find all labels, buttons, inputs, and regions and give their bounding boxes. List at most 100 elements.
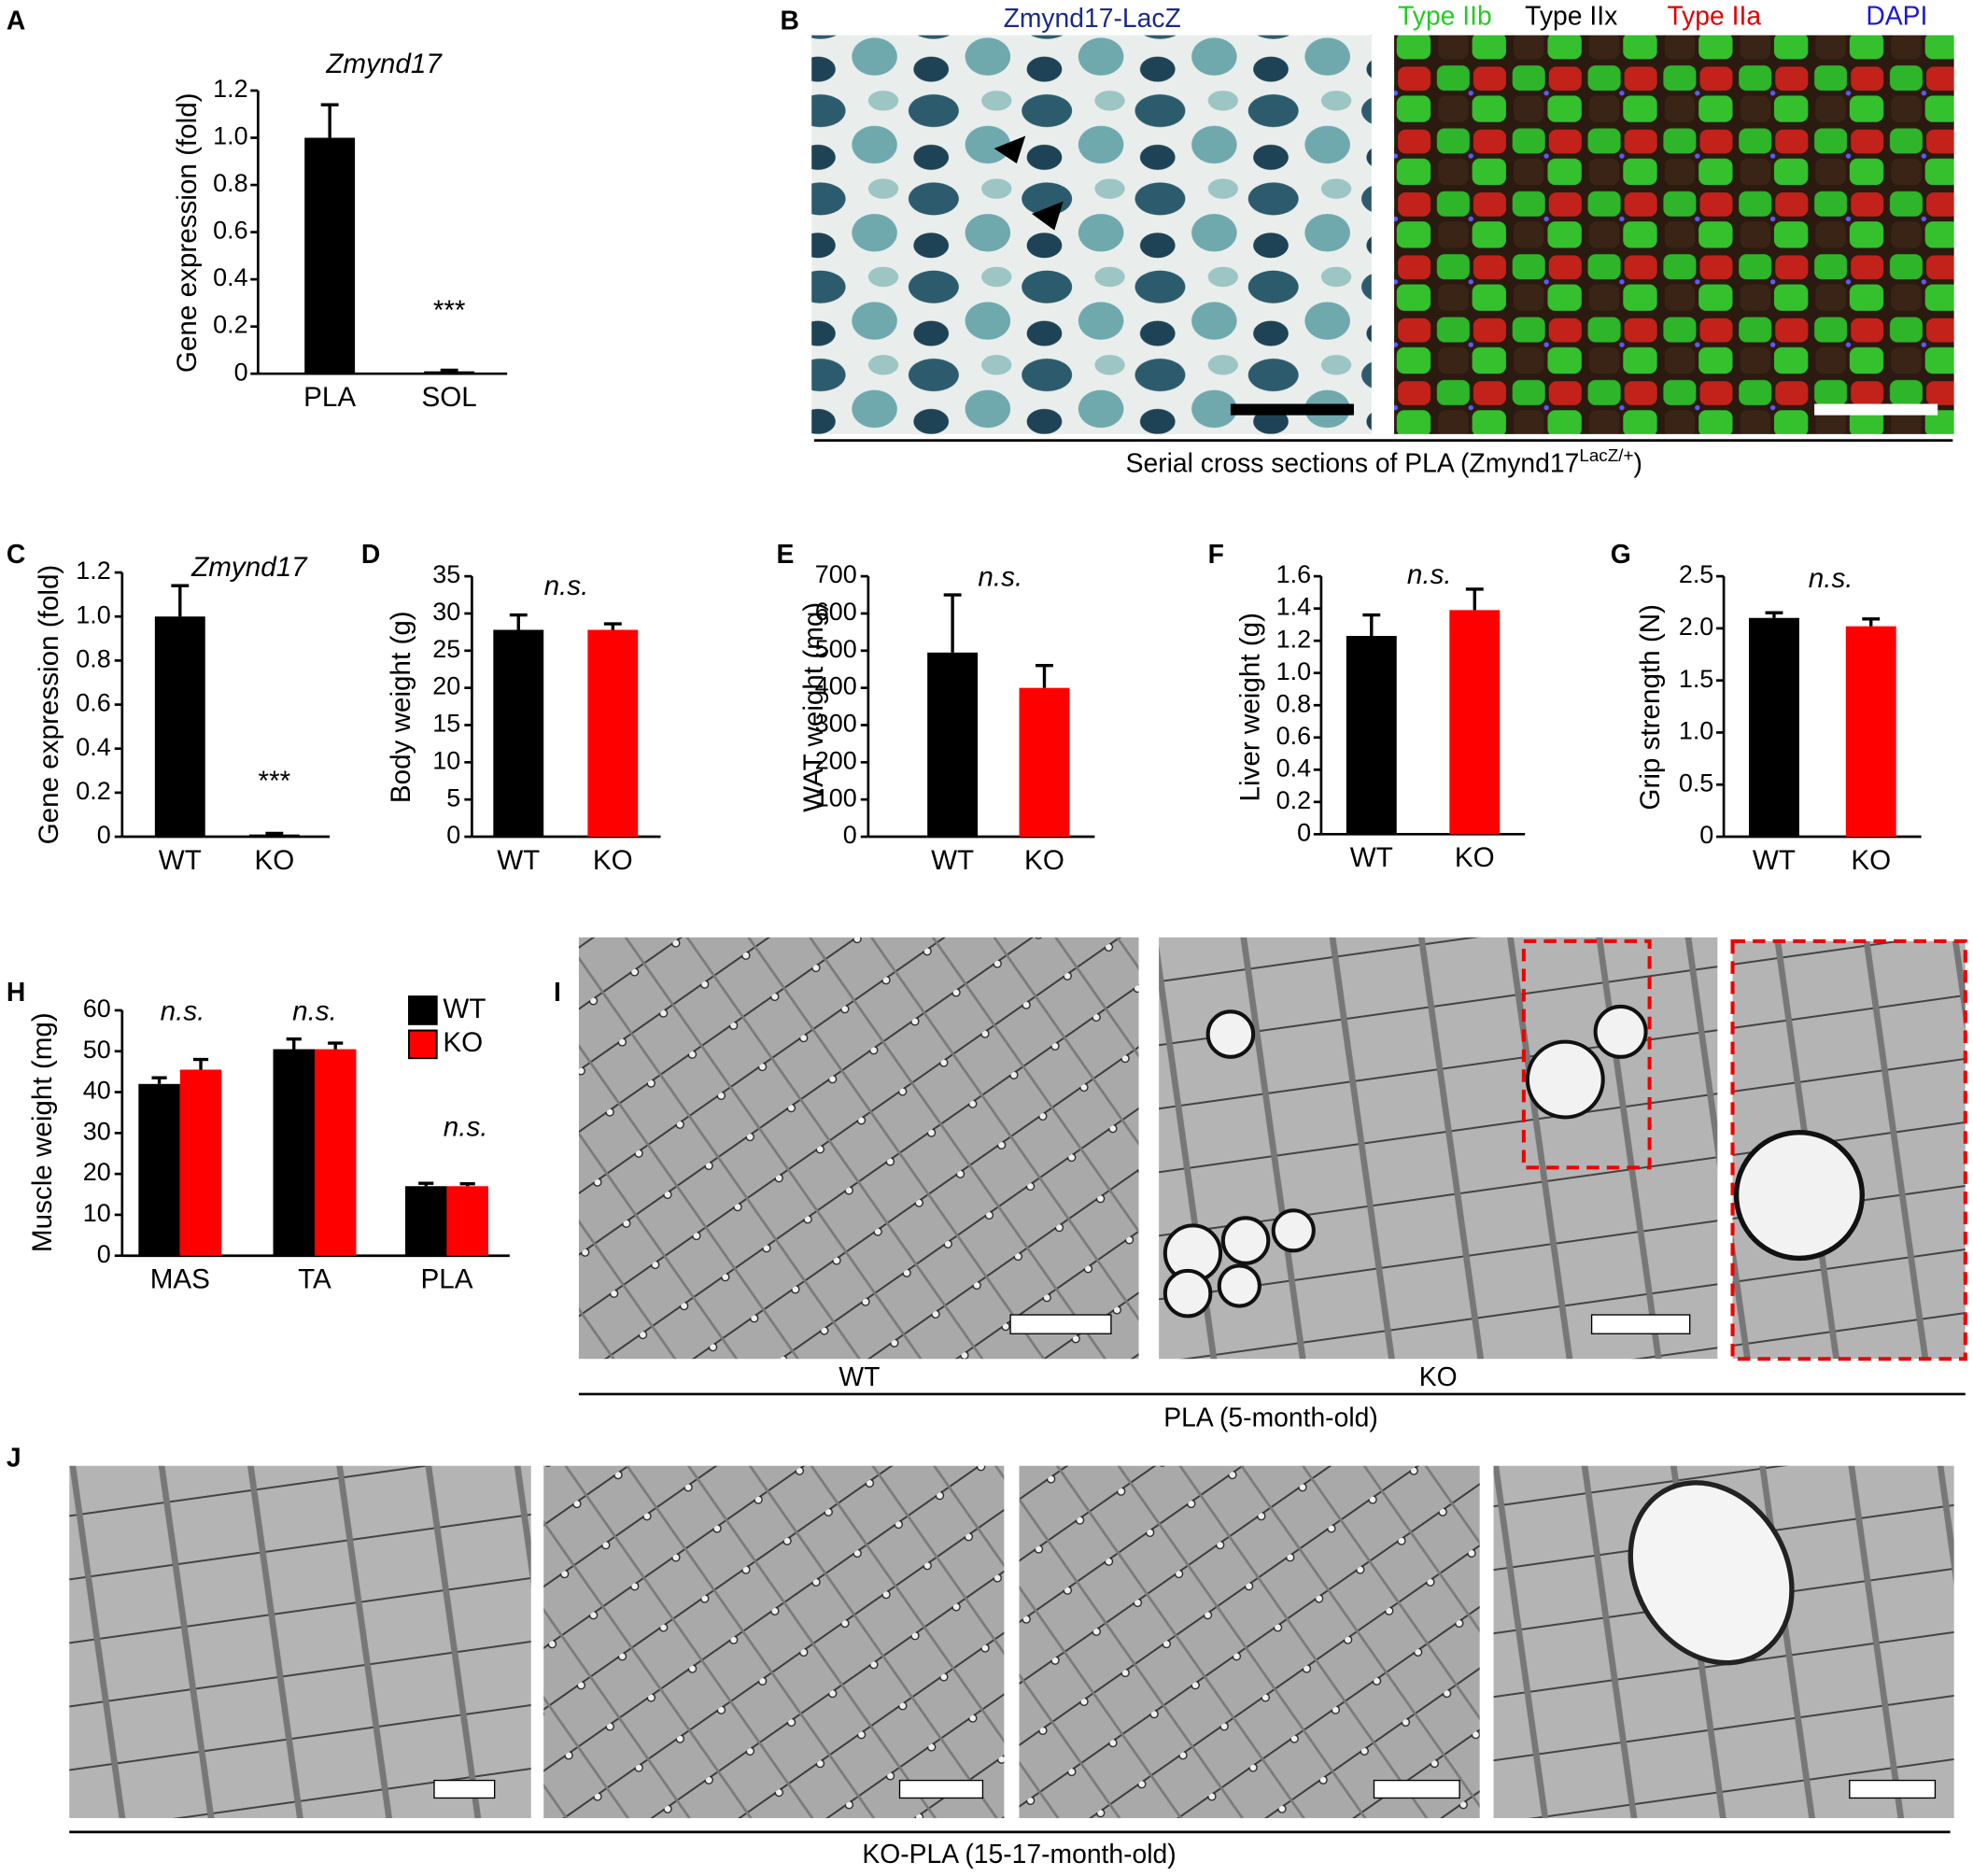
y-axis-label: Liver weight (g)	[1235, 613, 1266, 802]
panel-letter: H	[7, 977, 25, 1007]
y-tick-label: 100	[815, 783, 857, 811]
annotation: n.s.	[444, 1111, 488, 1142]
error-bar	[1765, 611, 1783, 618]
y-tick-label: 1.4	[1276, 593, 1311, 621]
error-bar	[286, 1037, 302, 1050]
y-tick-label: 0.2	[1276, 786, 1311, 814]
y-tick-label: 1.0	[1276, 657, 1311, 685]
panel-letter: B	[781, 6, 799, 35]
bar	[304, 137, 356, 374]
error-bar	[151, 1076, 167, 1084]
panel-letter: E	[776, 539, 794, 569]
bar	[179, 1069, 222, 1256]
bar	[314, 1049, 357, 1256]
y-axis-label: Muscle weight (mg)	[27, 1012, 58, 1252]
y-tick-label: 0	[234, 358, 248, 386]
y-tick-label: 10	[432, 746, 460, 774]
x-tick-label: WT	[931, 845, 974, 876]
bar	[138, 1083, 180, 1256]
stain-label: Type IIb	[1398, 0, 1492, 30]
y-tick-label: 500	[815, 635, 857, 663]
scale-bar	[1849, 1779, 1937, 1799]
error-bar	[1465, 587, 1484, 611]
error-bar	[440, 368, 458, 373]
y-tick-label: 700	[815, 560, 857, 588]
y-tick-label: 5	[446, 783, 460, 811]
y-tick-label: 0.4	[213, 263, 247, 291]
x-tick-label: WT	[497, 845, 540, 876]
arrowhead	[994, 135, 1026, 164]
x-tick-label: SOL	[422, 382, 477, 413]
error-bar	[192, 1057, 209, 1070]
scale-bar	[1009, 1314, 1112, 1334]
x-tick-label: KO	[1851, 845, 1891, 876]
lacz-image	[811, 35, 1372, 434]
bar	[248, 834, 300, 838]
em-image	[543, 1465, 1005, 1819]
bar	[273, 1049, 315, 1256]
x-tick-label: WT	[159, 845, 202, 876]
x-tick-label: TA	[298, 1263, 331, 1294]
y-tick-label: 0	[1297, 818, 1311, 846]
arrowhead	[1032, 201, 1064, 231]
x-tick-label: KO	[593, 845, 633, 876]
y-tick-label: 0.2	[213, 311, 247, 339]
y-tick-label: 1.0	[1679, 717, 1713, 745]
y-tick-label: 20	[83, 1158, 111, 1186]
error-bar	[265, 831, 284, 836]
scale-bar	[433, 1779, 496, 1799]
scale-bar	[1590, 1314, 1691, 1334]
stain-label: DAPI	[1866, 0, 1927, 30]
y-tick-label: 0.6	[76, 689, 110, 717]
x-tick-label: PLA	[303, 382, 356, 413]
y-tick-label: 1.0	[76, 600, 110, 628]
bar	[927, 652, 979, 838]
panel-letter: J	[7, 1442, 21, 1472]
bar	[493, 629, 544, 838]
y-tick-label: 10	[83, 1199, 111, 1227]
y-tick-label: 20	[432, 672, 460, 700]
bar	[1346, 635, 1397, 835]
y-tick-label: 0.8	[213, 169, 247, 197]
y-tick-label: 0.4	[76, 733, 110, 761]
vacuole	[1628, 1480, 1795, 1666]
y-tick-label: 25	[432, 635, 460, 663]
caption-superscript: LacZ/+	[1579, 445, 1633, 465]
panel-letter: I	[554, 977, 561, 1007]
b-caption: Serial cross sections of PLA (Zmynd17Lac…	[1126, 445, 1642, 478]
y-tick-label: 35	[432, 560, 460, 588]
y-tick-label: 0	[97, 1240, 111, 1268]
error-bar	[1862, 617, 1881, 627]
annotation: n.s.	[978, 562, 1022, 593]
panel-letter: A	[7, 6, 25, 35]
y-tick-label: 0	[843, 821, 857, 849]
image-label: WT	[839, 1361, 880, 1391]
y-tick-label: 30	[83, 1117, 111, 1145]
x-tick-label: PLA	[420, 1263, 472, 1294]
em-image	[1019, 1465, 1480, 1819]
fluorescence-image	[1394, 35, 1954, 434]
y-tick-label: 0	[446, 821, 460, 849]
panel-letter: C	[7, 539, 25, 569]
legend-label: WT	[443, 994, 486, 1024]
y-tick-label: 0	[97, 821, 111, 849]
caption-part: )	[1634, 448, 1642, 478]
error-bar	[328, 1041, 344, 1050]
y-tick-label: 2.5	[1679, 560, 1713, 588]
y-tick-label: 40	[83, 1077, 111, 1105]
scale-bar	[1814, 403, 1938, 416]
x-tick-label: WT	[1753, 845, 1796, 876]
y-tick-label: 1.5	[1679, 665, 1713, 693]
b-title: Zmynd17-LacZ	[1004, 3, 1181, 33]
caption-part: Serial cross sections of PLA (Zmynd17	[1126, 448, 1580, 478]
em-image-wt	[578, 937, 1139, 1360]
error-bar	[171, 584, 190, 617]
mitochondria	[1163, 1004, 1648, 1319]
j-caption: KO-PLA (15-17-month-old)	[862, 1839, 1176, 1869]
y-tick-label: 1.6	[1276, 560, 1311, 588]
y-tick-label: 30	[432, 598, 460, 626]
y-tick-label: 15	[432, 710, 460, 738]
em-image	[69, 1465, 531, 1819]
y-tick-label: 1.2	[1276, 625, 1311, 653]
